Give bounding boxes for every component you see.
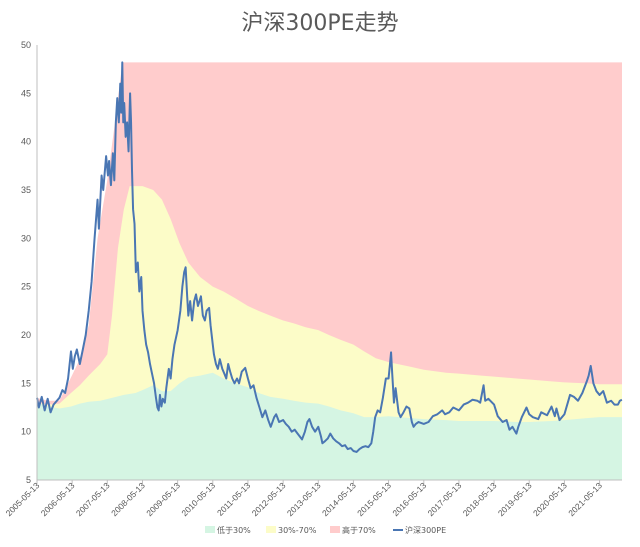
- y-tick-label: 10: [21, 427, 31, 437]
- legend-label: 沪深300PE: [405, 525, 446, 535]
- x-tick-label: 2006-05-13: [39, 480, 77, 518]
- x-tick-label: 2011-05-13: [215, 480, 253, 518]
- x-tick-label: 2018-05-13: [461, 480, 499, 518]
- pe-line: [36, 61, 623, 453]
- y-tick-label: 20: [21, 330, 31, 340]
- y-tick-label: 50: [21, 40, 31, 50]
- x-tick-label: 2008-05-13: [109, 480, 147, 518]
- band-low-area: [37, 372, 622, 480]
- legend-swatch: [205, 526, 215, 533]
- x-tick-label: 2013-05-13: [285, 480, 323, 518]
- x-tick-label: 2010-05-13: [179, 480, 217, 518]
- y-tick-label: 15: [21, 378, 31, 388]
- y-tick-label: 25: [21, 282, 31, 292]
- legend-item: 30%-70%: [266, 526, 317, 535]
- x-tick-label: 2020-05-13: [531, 480, 569, 518]
- legend-label: 高于70%: [342, 525, 376, 535]
- legend-label: 低于30%: [217, 525, 251, 535]
- x-tick-label: 2007-05-13: [74, 480, 112, 518]
- x-tick-label: 2016-05-13: [390, 480, 428, 518]
- legend-swatch: [266, 526, 276, 533]
- x-tick-label: 2017-05-13: [426, 480, 464, 518]
- y-tick-label: 45: [21, 88, 31, 98]
- y-tick-label: 35: [21, 185, 31, 195]
- legend-item: 沪深300PE: [393, 525, 446, 535]
- x-tick-label: 2005-05-13: [4, 480, 42, 518]
- x-tick-label: 2014-05-13: [320, 480, 358, 518]
- chart-title: 沪深300PE走势: [241, 11, 398, 36]
- y-tick-label: 30: [21, 233, 31, 243]
- legend-item: 高于70%: [330, 525, 376, 535]
- y-tick-label: 5: [26, 475, 31, 485]
- plot-area: [36, 61, 623, 481]
- x-tick-label: 2015-05-13: [355, 480, 393, 518]
- x-tick-label: 2009-05-13: [144, 480, 182, 518]
- legend-label: 30%-70%: [278, 526, 317, 535]
- y-tick-label: 40: [21, 137, 31, 147]
- x-tick-label: 2019-05-13: [496, 480, 534, 518]
- legend-item: 低于30%: [205, 525, 251, 535]
- x-tick-label: 2021-05-13: [566, 480, 604, 518]
- x-tick-label: 2012-05-13: [250, 480, 288, 518]
- legend: 低于30% 30%-70% 高于70% 沪深300PE: [205, 525, 446, 535]
- legend-swatch: [330, 526, 340, 533]
